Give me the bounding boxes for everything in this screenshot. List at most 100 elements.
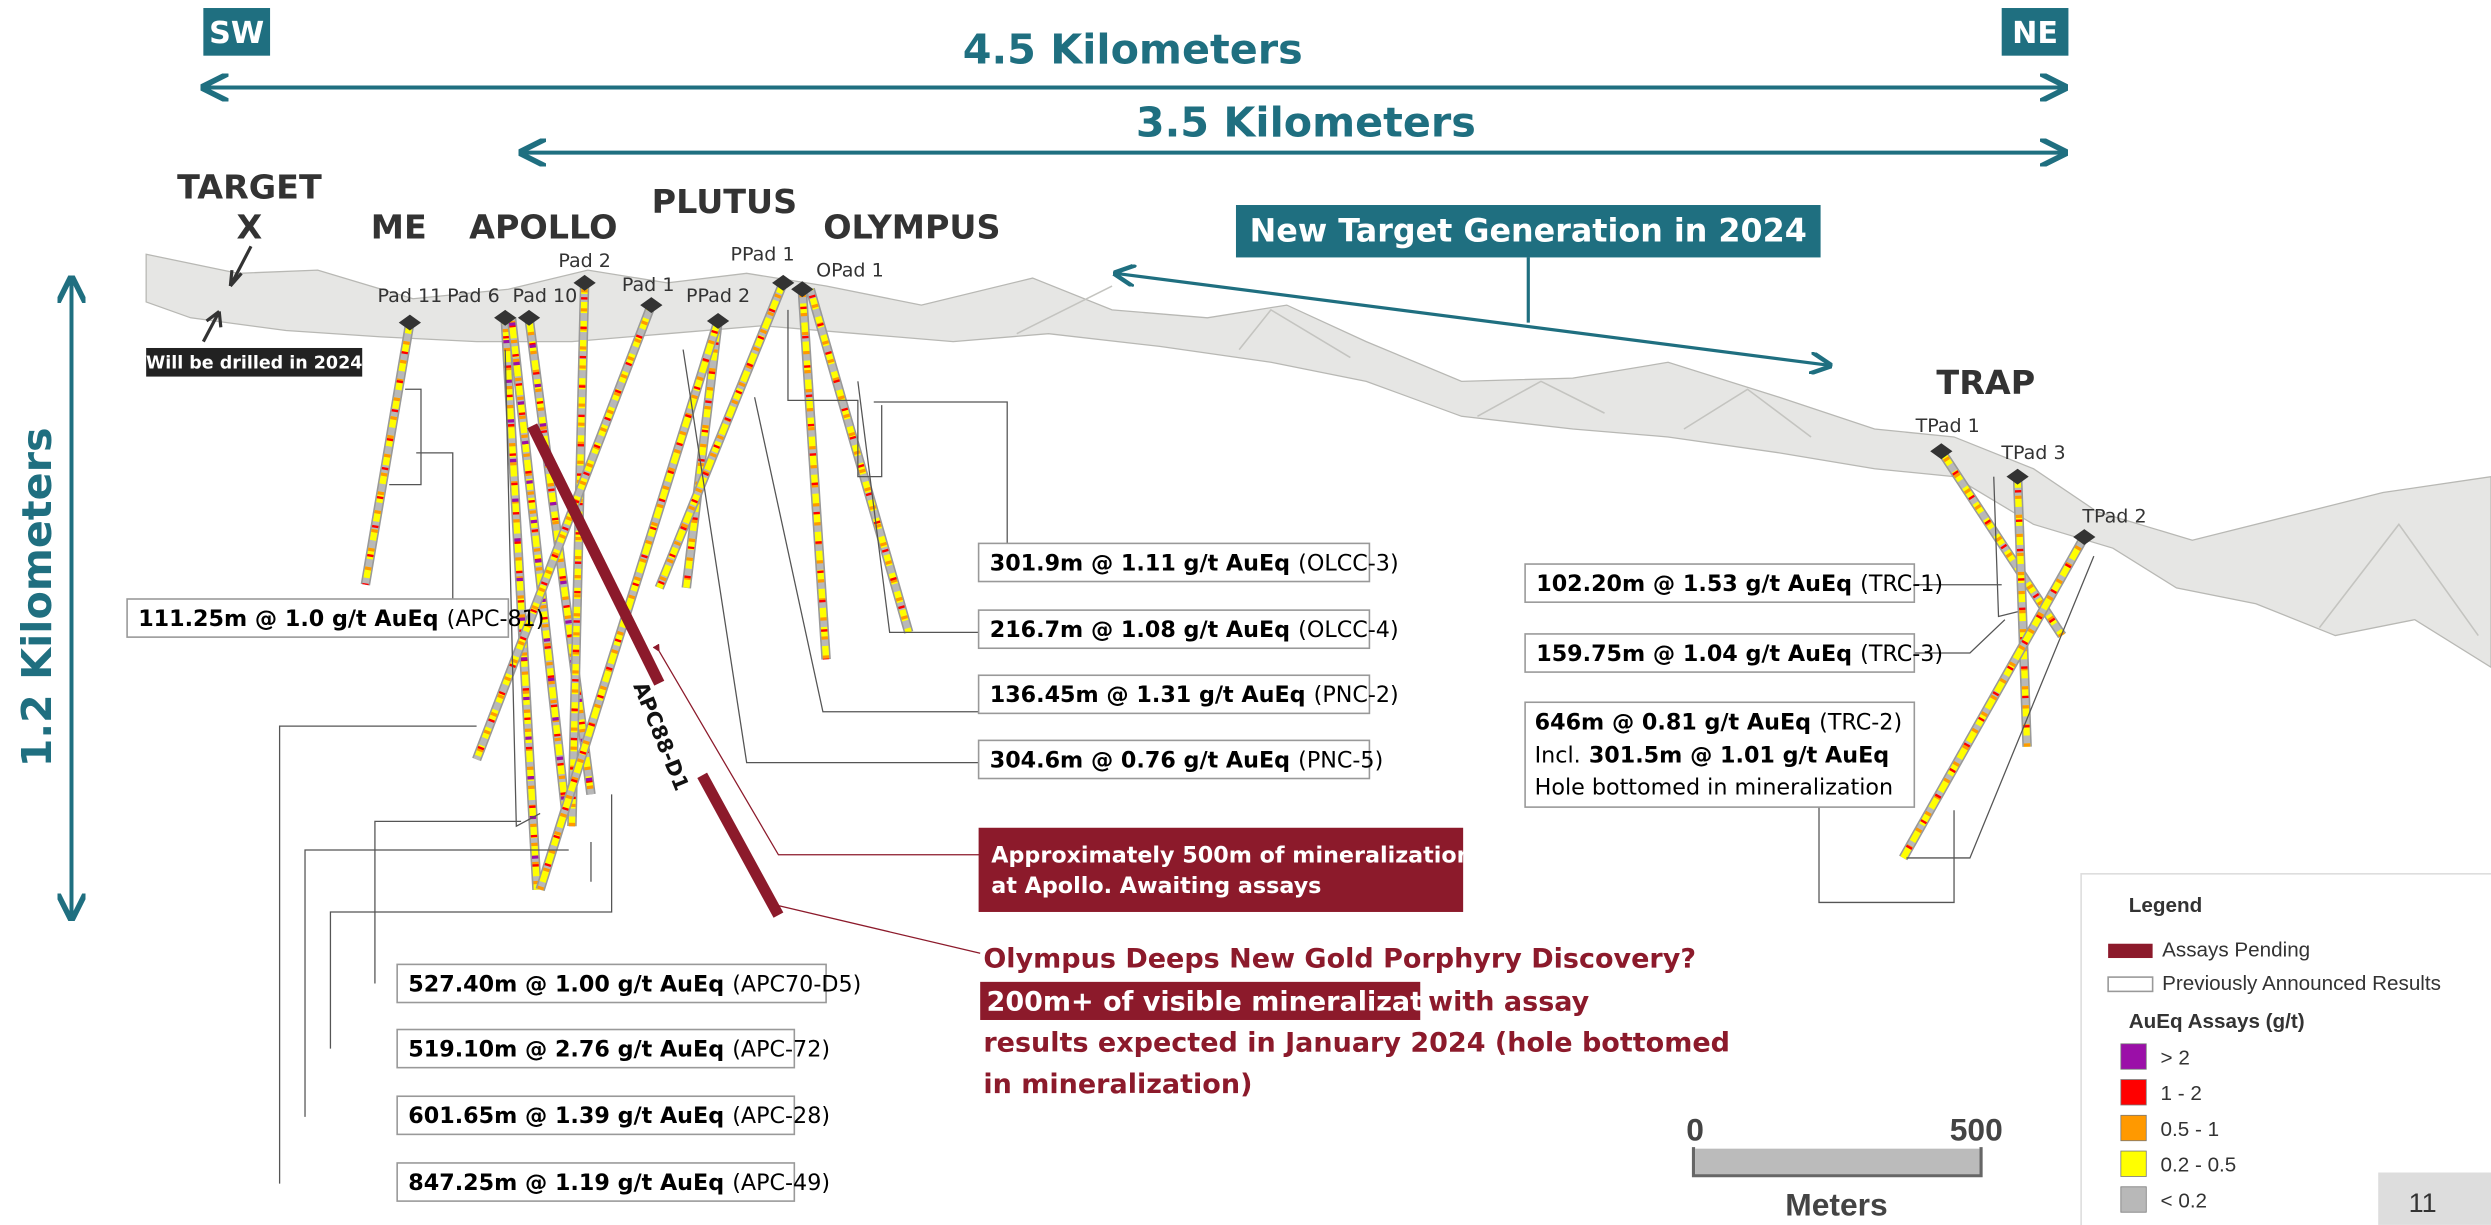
assay-band (799, 289, 830, 660)
target-label: OLYMPUS (823, 207, 1000, 246)
callout-id: (TRC-3) (1860, 641, 1943, 667)
legend-swatch (2107, 976, 2154, 993)
legend-subtitle: AuEq Assays (g/t) (2129, 1010, 2305, 1033)
target-arrow (228, 245, 253, 288)
callout-id: (PNC-5) (1298, 747, 1383, 773)
new-target: New Target Generation in 2024 (1250, 214, 1807, 250)
hole-label: APC88-D1 (628, 678, 693, 794)
apollo-note: Approximately 500m of mineralization (991, 843, 1472, 869)
legend-item: > 2 (2161, 1046, 2190, 1069)
callout: 304.6m @ 0.76 g/t AuEq (PNC-5) (990, 743, 1384, 773)
callout-value: 519.10m @ 2.76 g/t AuEq (408, 1037, 724, 1063)
callout-value: 159.75m @ 1.04 g/t AuEq (1536, 641, 1852, 667)
legend-swatch (2108, 943, 2153, 959)
callout-box (1524, 633, 1916, 673)
assay-band (656, 281, 787, 590)
assay-band (683, 320, 722, 589)
callout: 519.10m @ 2.76 g/t AuEq (APC-72) (408, 1033, 830, 1063)
callout-box (396, 963, 827, 1004)
scale-zero: 0 (1686, 1112, 1704, 1148)
target-label: PLUTUS (652, 182, 797, 221)
callout-box (396, 1028, 796, 1069)
pad-label: OPad 1 (816, 260, 884, 282)
assay-band (2014, 476, 2031, 747)
scale-bar (1691, 1147, 1983, 1178)
callout-box (1524, 563, 1916, 603)
legend-title: Legend (2129, 894, 2202, 917)
callout-box (396, 1162, 796, 1202)
pad-label: TPad 1 (1915, 415, 1980, 437)
assay-band (502, 317, 541, 890)
callout-id: (TRC-1) (1860, 571, 1943, 597)
drill-note-box (146, 347, 363, 377)
callout-id: (APC-72) (732, 1037, 830, 1063)
callout-id: (APC-49) (732, 1170, 830, 1196)
pad-label: PPad 2 (686, 285, 750, 307)
olympus-highlight: 200m+ of visible mineralization (987, 986, 1471, 1017)
scale-unit: Meters (1785, 1186, 1887, 1222)
legend-bins: > 2 1 - 2 0.5 - 1 0.2 - 0.5 < 0.2 (2120, 1043, 2236, 1213)
callouts: 111.25m @ 1.0 g/t AuEq (APC-81) 301.9m @ … (126, 542, 1943, 1202)
page-number: 11 (2409, 1188, 2437, 1218)
scale-fill (1695, 1148, 1980, 1175)
callout-box (977, 674, 1371, 715)
callout: 301.9m @ 1.11 g/t AuEq (OLCC-3) (990, 546, 1399, 576)
callout-id: (TRC-2) (1819, 709, 1902, 735)
legend-swatch (2120, 1150, 2147, 1177)
pad-label: PPad 1 (731, 244, 795, 266)
callout-id: (APC-81) (447, 606, 545, 632)
leader-red (652, 643, 981, 856)
pad-marker (640, 297, 663, 314)
target-label: X (237, 207, 263, 246)
callout-value: 847.25m @ 1.19 g/t AuEq (408, 1170, 724, 1196)
pad-label: Pad 11 (378, 285, 443, 307)
callout-value: 304.6m @ 0.76 g/t AuEq (990, 747, 1290, 773)
target-label: TRAP (1936, 363, 2035, 402)
drill-holes (360, 281, 2089, 892)
pad-label: TPad 2 (2081, 506, 2146, 528)
pads: Pad 11 Pad 6 Pad 10 Pad 2 Pad 1 PPad 2 PPad 1 O… (378, 244, 2147, 545)
pad-marker (706, 313, 730, 329)
scale-max: 500 (1950, 1112, 2003, 1148)
callout-box (977, 609, 1371, 650)
callout-value: 527.40m @ 1.00 g/t AuEq (408, 971, 724, 997)
callout-note: Hole bottomed in mineralization (1535, 774, 1893, 800)
callout-value: 301.9m @ 1.11 g/t AuEq (990, 550, 1290, 576)
callout-value: 216.7m @ 1.08 g/t AuEq (990, 617, 1290, 643)
target-label: ME (371, 207, 427, 246)
olympus-note: with assay (1428, 986, 1589, 1017)
legend-swatch (2120, 1114, 2147, 1142)
leader-red (770, 900, 981, 954)
callout-box (396, 1095, 796, 1136)
assay-band (508, 317, 569, 811)
callout: 111.25m @ 1.0 g/t AuEq (APC-81) (138, 602, 544, 632)
callout-box (977, 739, 1371, 780)
apollo-note-box (978, 827, 1464, 912)
callout-box (126, 598, 510, 638)
target-label: TARGET (177, 168, 322, 207)
new-target-arrow (1115, 273, 1830, 365)
span-inner: 3.5 Kilometers (1136, 99, 1476, 147)
callout-id: (OLCC-4) (1298, 617, 1398, 643)
pad-marker (398, 314, 421, 331)
callout-box (977, 542, 1371, 583)
callout-value: 646m @ 0.81 g/t AuEq (1535, 709, 1811, 735)
assay-band (568, 282, 588, 827)
assay-band (807, 288, 912, 634)
pending-hole (527, 423, 665, 686)
drill-note: Will be drilled in 2024 (146, 354, 362, 374)
legend-swatch (2120, 1043, 2147, 1070)
pad-label: Pad 2 (558, 250, 611, 272)
pad-marker (2073, 529, 2096, 545)
callout-value: 111.25m @ 1.0 g/t AuEq (138, 606, 438, 632)
olympus-note: in mineralization) (983, 1069, 1252, 1100)
callout-id: (OLCC-3) (1298, 550, 1398, 576)
callout: 527.40m @ 1.00 g/t AuEq (APC70-D5) (408, 967, 861, 997)
sw-badge (203, 8, 271, 56)
assay-band (1900, 535, 2088, 860)
sw: SW (209, 16, 264, 51)
legend-item: < 0.2 (2161, 1189, 2207, 1212)
leaders (278, 309, 2095, 1184)
assay-band (362, 322, 414, 586)
callout: 136.45m @ 1.31 g/t AuEq (PNC-2) (990, 678, 1399, 708)
